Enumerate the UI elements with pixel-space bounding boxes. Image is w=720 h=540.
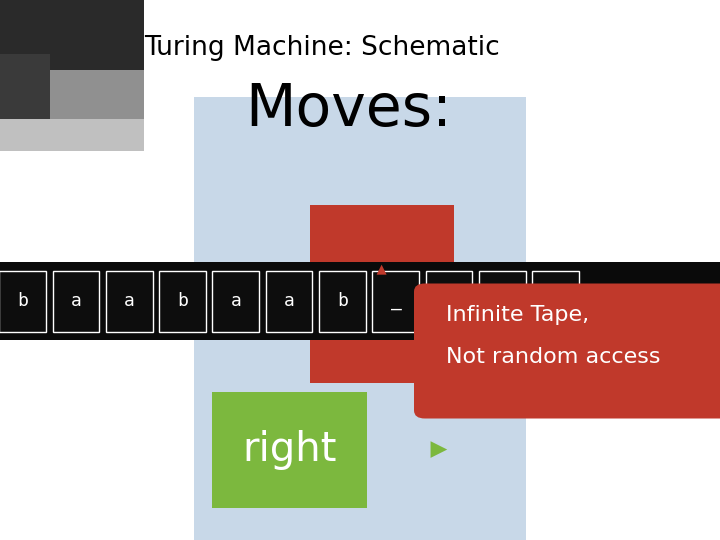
Text: b: b bbox=[337, 292, 348, 310]
Bar bbox=[0, 0, 144, 70]
Bar bbox=[319, 271, 366, 332]
Bar bbox=[0, 271, 46, 332]
Bar bbox=[372, 271, 419, 332]
Bar bbox=[0, 54, 50, 151]
FancyBboxPatch shape bbox=[414, 284, 720, 418]
Text: right: right bbox=[243, 429, 337, 470]
Text: a: a bbox=[230, 292, 242, 310]
Text: Turing Machine: Schematic: Turing Machine: Schematic bbox=[144, 35, 500, 61]
Text: a: a bbox=[124, 292, 135, 310]
Text: Infinite Tape,: Infinite Tape, bbox=[446, 305, 590, 325]
Text: Moves:: Moves: bbox=[245, 81, 451, 138]
Bar bbox=[266, 271, 312, 332]
Bar bbox=[0, 262, 720, 340]
Bar bbox=[479, 271, 526, 332]
FancyBboxPatch shape bbox=[194, 97, 526, 540]
Text: b: b bbox=[177, 292, 189, 310]
Text: a: a bbox=[71, 292, 82, 310]
Bar bbox=[426, 271, 472, 332]
Bar bbox=[0, 0, 144, 151]
Bar bbox=[53, 271, 99, 332]
Text: Not random access: Not random access bbox=[446, 347, 661, 367]
Bar bbox=[310, 327, 454, 383]
Text: _: _ bbox=[390, 292, 402, 310]
Bar bbox=[310, 205, 454, 270]
Text: a: a bbox=[284, 292, 295, 310]
Text: b: b bbox=[17, 292, 29, 310]
Bar bbox=[106, 271, 153, 332]
Bar bbox=[532, 271, 579, 332]
Bar bbox=[0, 119, 144, 151]
Bar bbox=[159, 271, 206, 332]
Bar bbox=[212, 271, 259, 332]
Bar bbox=[212, 392, 367, 508]
